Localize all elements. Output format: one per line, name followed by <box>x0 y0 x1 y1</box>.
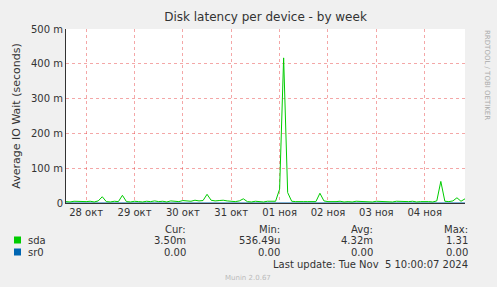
svg-text:RRDTOOL / TOBI OETIKER: RRDTOOL / TOBI OETIKER <box>483 30 491 120</box>
svg-text:0: 0 <box>57 198 63 209</box>
svg-text:sr0: sr0 <box>28 247 44 258</box>
svg-text:Average IO Wait (seconds): Average IO Wait (seconds) <box>10 43 23 188</box>
svg-text:31 окт: 31 окт <box>214 207 248 218</box>
svg-text:536.49u: 536.49u <box>239 235 280 246</box>
svg-text:Cur:: Cur: <box>165 224 186 235</box>
svg-text:0.00: 0.00 <box>164 247 186 258</box>
svg-text:0.00: 0.00 <box>351 247 373 258</box>
svg-text:3.50m: 3.50m <box>154 235 186 246</box>
svg-text:30 окт: 30 окт <box>166 207 200 218</box>
svg-text:sda: sda <box>28 235 46 246</box>
svg-text:0.00: 0.00 <box>446 247 468 258</box>
svg-text:1.31: 1.31 <box>446 235 468 246</box>
svg-text:Min:: Min: <box>259 224 280 235</box>
svg-text:03 ноя: 03 ноя <box>359 207 394 218</box>
svg-text:04 ноя: 04 ноя <box>407 207 442 218</box>
svg-text:100 m: 100 m <box>31 163 63 174</box>
svg-text:02 ноя: 02 ноя <box>311 207 346 218</box>
svg-text:Avg:: Avg: <box>351 224 373 235</box>
svg-text:Max:: Max: <box>444 224 468 235</box>
svg-text:01 ноя: 01 ноя <box>262 207 297 218</box>
svg-text:28 окт: 28 окт <box>69 207 103 218</box>
svg-text:4.32m: 4.32m <box>341 235 373 246</box>
svg-text:Last update: Tue Nov 5 10:00:: Last update: Tue Nov 5 10:00:07 2024 <box>273 259 468 270</box>
svg-text:0.00: 0.00 <box>258 247 280 258</box>
svg-text:400 m: 400 m <box>31 58 63 69</box>
svg-text:Disk latency per device - by w: Disk latency per device - by week <box>164 10 367 24</box>
svg-text:Munin 2.0.67: Munin 2.0.67 <box>225 274 271 282</box>
svg-text:29 окт: 29 окт <box>118 207 152 218</box>
svg-text:300 m: 300 m <box>31 93 63 104</box>
svg-text:200 m: 200 m <box>31 128 63 139</box>
svg-text:500 m: 500 m <box>31 24 63 35</box>
